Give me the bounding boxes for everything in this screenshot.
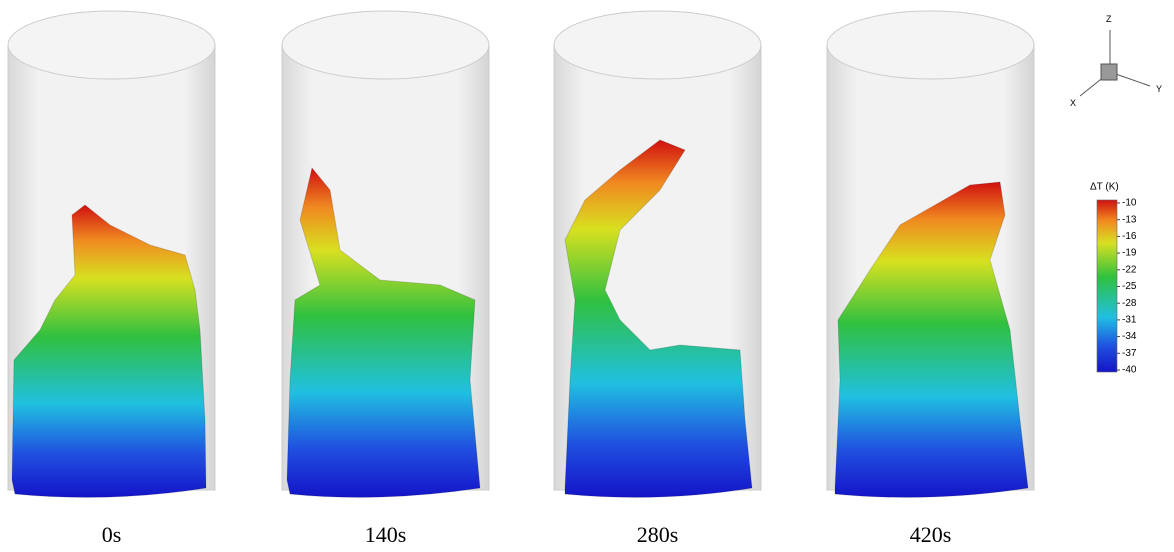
time-label: 280s	[637, 522, 679, 547]
colorbar-tick-label: -25	[1122, 281, 1137, 292]
colorbar-tick-label: -34	[1122, 331, 1137, 342]
figure: 0s 140s 280s 420s Z Y X ΔT (K) -10 -13 -16 -19…	[0, 0, 1174, 552]
colorbar	[1097, 200, 1117, 372]
colorbar-tick-label: -10	[1122, 198, 1137, 209]
cylinder-top	[554, 11, 761, 79]
colorbar-tick-label: -13	[1122, 214, 1137, 225]
axis-label: Z	[1106, 14, 1112, 24]
panels: 0s 140s 280s 420s	[8, 11, 1034, 547]
colorbar-title: ΔT (K)	[1090, 182, 1119, 193]
time-label: 420s	[910, 522, 952, 547]
cylinder-top	[282, 11, 489, 79]
colorbar-ticks: -10 -13 -16 -19 -22 -25 -28 -31 -34 -37 -40	[1117, 198, 1137, 376]
colorbar-tick-label: -28	[1122, 298, 1137, 309]
colorbar-tick-label: -40	[1122, 365, 1137, 376]
colorbar-tick-label: -22	[1122, 264, 1137, 275]
colorbar-tick-label: -16	[1122, 231, 1137, 242]
cylinder-top	[8, 11, 215, 79]
colorbar-tick-label: -19	[1122, 248, 1137, 259]
colorbar-tick-label: -37	[1122, 348, 1137, 359]
cylinder-top	[827, 11, 1034, 79]
axis-triad	[1080, 30, 1150, 96]
colorbar-tick-label: -31	[1122, 315, 1137, 326]
time-label: 140s	[365, 522, 407, 547]
axis-label: X	[1070, 98, 1076, 108]
time-label: 0s	[102, 522, 122, 547]
axis-label: Y	[1156, 84, 1162, 94]
